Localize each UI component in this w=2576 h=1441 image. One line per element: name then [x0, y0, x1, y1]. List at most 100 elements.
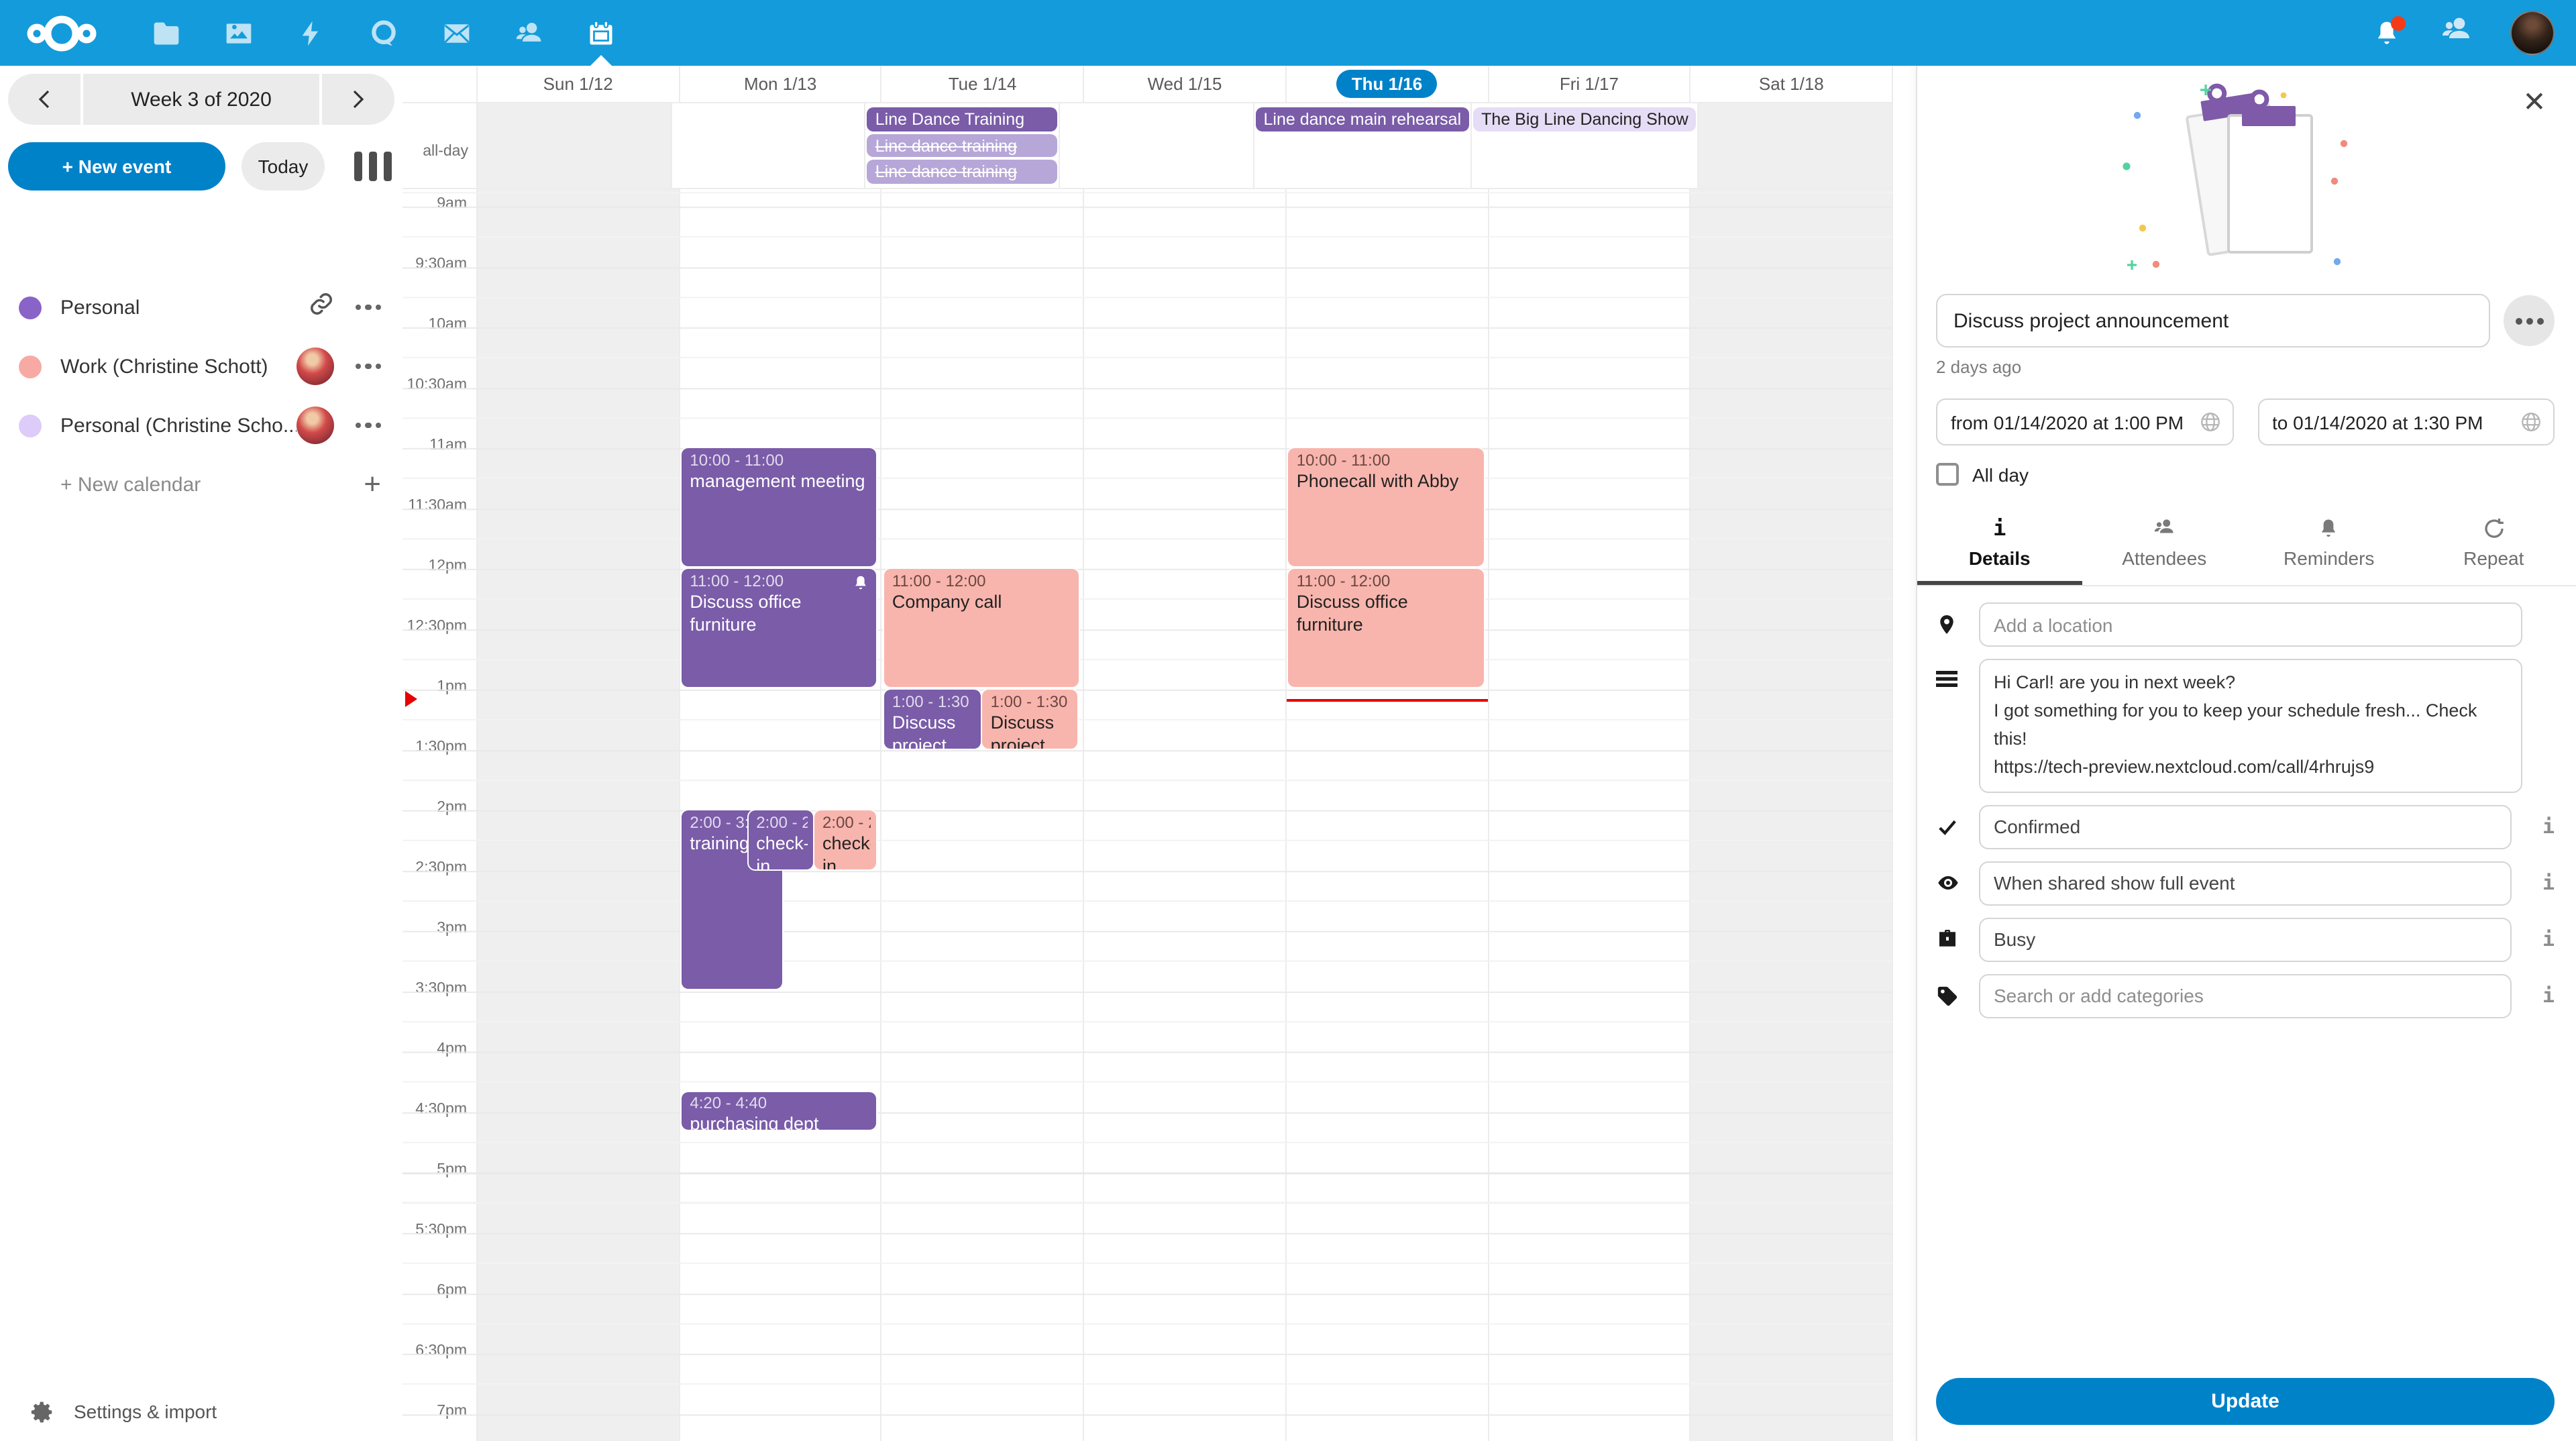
day-header-mon[interactable]: Mon 1/13: [678, 66, 880, 102]
current-time-line: [1286, 699, 1488, 702]
allday-row: all-day Line Dance Training Line dance t…: [402, 103, 1894, 189]
event-actions-menu-icon[interactable]: [2504, 295, 2555, 346]
tab-details[interactable]: i Details: [1917, 507, 2082, 585]
all-day-label: All day: [1972, 464, 2029, 485]
nextcloud-logo[interactable]: [27, 10, 97, 56]
repeat-icon: [2484, 519, 2504, 538]
notification-unread-dot: [2391, 15, 2406, 30]
day-column-fri[interactable]: [1487, 189, 1689, 1441]
start-datetime-input[interactable]: [1951, 411, 2198, 433]
status-select[interactable]: [1994, 816, 2497, 838]
today-button[interactable]: Today: [241, 142, 325, 191]
tab-reminders[interactable]: Reminders: [2247, 507, 2412, 585]
day-column-tue[interactable]: 11:00 - 12:00 Company call 1:00 - 1:30 D…: [880, 189, 1083, 1441]
allday-event[interactable]: The Big Line Dancing Show: [1473, 107, 1697, 131]
visibility-select[interactable]: [1994, 872, 2497, 894]
busy-info-icon[interactable]: i: [2542, 927, 2555, 952]
day-column-mon[interactable]: 10:00 - 11:00 management meeting 11:00 -…: [678, 189, 880, 1441]
calendar-item-work-christine[interactable]: Work (Christine Schott): [0, 337, 402, 396]
day-header-sun[interactable]: Sun 1/12: [476, 66, 678, 102]
timezone-globe-icon[interactable]: [2520, 411, 2542, 433]
categories-input[interactable]: [1994, 985, 2497, 1007]
share-link-icon[interactable]: [308, 291, 333, 323]
event-card[interactable]: 11:00 - 12:00 Discuss office furniture: [1288, 569, 1484, 687]
visibility-info-icon[interactable]: i: [2542, 871, 2555, 896]
tag-icon: [1936, 984, 1979, 1007]
activity-icon[interactable]: [295, 17, 327, 49]
event-card[interactable]: 4:20 - 4:40 purchasing dept: [682, 1092, 877, 1130]
update-button[interactable]: Update: [1936, 1378, 2555, 1425]
description-textarea[interactable]: Hi Carl! are you in next week? I got som…: [1979, 659, 2522, 793]
day-header-fri[interactable]: Fri 1/17: [1487, 66, 1689, 102]
calendar-item-personal-christine[interactable]: Personal (Christine Scho...): [0, 396, 402, 455]
close-icon[interactable]: ✕: [2522, 87, 2546, 117]
categories-info-icon[interactable]: i: [2542, 983, 2555, 1008]
day-column-sun[interactable]: [476, 189, 679, 1441]
notifications-bell-icon[interactable]: [2372, 15, 2406, 48]
allday-cell-mon[interactable]: [670, 103, 864, 188]
calendar-menu-icon[interactable]: [355, 422, 381, 429]
allday-event-cancelled[interactable]: Line dance training: [867, 134, 1058, 158]
allday-event[interactable]: Line Dance Training: [867, 107, 1058, 131]
allday-event[interactable]: Line dance main rehearsal: [1255, 107, 1470, 131]
end-datetime-input[interactable]: [2272, 411, 2520, 433]
day-column-sat[interactable]: [1689, 189, 1893, 1441]
calendar-menu-icon[interactable]: [355, 304, 381, 311]
day-column-thu[interactable]: 10:00 - 11:00 Phonecall with Abby 11:00 …: [1285, 189, 1488, 1441]
day-header-sat[interactable]: Sat 1/18: [1689, 66, 1894, 102]
allday-cell-tue[interactable]: Line Dance Training Line dance training …: [864, 103, 1059, 188]
event-card[interactable]: 2:00 - 2:30 check-in: [814, 810, 877, 869]
week-label[interactable]: Week 3 of 2020: [131, 88, 272, 111]
event-card-selected[interactable]: 1:00 - 1:30 Discuss project announcement: [883, 690, 981, 749]
end-datetime-field[interactable]: [2257, 398, 2555, 445]
calendar-menu-icon[interactable]: [355, 363, 381, 370]
allday-label: all-day: [423, 144, 468, 160]
tab-repeat[interactable]: Repeat: [2412, 507, 2576, 585]
shared-by-avatar: [296, 348, 333, 385]
mail-icon[interactable]: [440, 17, 472, 49]
calendar-icon[interactable]: [585, 17, 617, 66]
day-header-thu-today[interactable]: Thu 1/16: [1285, 66, 1487, 102]
allday-cell-thu[interactable]: Line dance main rehearsal: [1252, 103, 1471, 188]
allday-cell-sat[interactable]: [1697, 103, 1894, 188]
day-column-wed[interactable]: [1083, 189, 1285, 1441]
status-info-icon[interactable]: i: [2542, 814, 2555, 839]
view-switcher-icon[interactable]: [354, 152, 392, 181]
event-card[interactable]: 11:00 - 12:00 Discuss office furniture: [682, 569, 877, 687]
previous-week-button[interactable]: [8, 74, 83, 125]
event-title-input[interactable]: [1936, 294, 2490, 348]
event-card[interactable]: 11:00 - 12:00 Company call: [883, 569, 1079, 687]
new-calendar-button[interactable]: + New calendar +: [0, 455, 402, 514]
event-illustration: [1936, 74, 2555, 286]
next-week-button[interactable]: [319, 74, 394, 125]
event-card[interactable]: 1:00 - 1:30 Discuss project: [982, 690, 1077, 749]
event-card[interactable]: 10:00 - 11:00 Phonecall with Abby: [1288, 448, 1484, 566]
calendar-color-dot: [19, 414, 42, 437]
day-header-wed[interactable]: Wed 1/15: [1083, 66, 1285, 102]
start-datetime-field[interactable]: [1936, 398, 2233, 445]
files-icon[interactable]: [150, 17, 182, 49]
briefcase-icon: [1936, 928, 1979, 950]
contacts-menu-icon[interactable]: [2439, 13, 2473, 52]
description-row: Hi Carl! are you in next week? I got som…: [1936, 659, 2555, 793]
event-card[interactable]: 2:00 - 2:30 check-in: [748, 810, 813, 869]
top-bar-right: [2372, 11, 2555, 55]
allday-cell-wed[interactable]: [1059, 103, 1252, 188]
event-card[interactable]: 10:00 - 11:00 management meeting: [682, 448, 877, 566]
allday-event-cancelled[interactable]: Line dance training: [867, 160, 1058, 184]
new-event-button[interactable]: + New event: [8, 142, 225, 191]
tab-attendees[interactable]: Attendees: [2082, 507, 2247, 585]
calendar-item-personal[interactable]: Personal: [0, 278, 402, 337]
allday-cell-sun[interactable]: [476, 103, 671, 188]
contacts-icon[interactable]: [513, 17, 545, 49]
location-input[interactable]: [1994, 614, 2508, 635]
day-header-tue[interactable]: Tue 1/14: [880, 66, 1083, 102]
settings-import-button[interactable]: Settings & import: [0, 1382, 402, 1441]
allday-cell-fri[interactable]: The Big Line Dancing Show: [1470, 103, 1698, 188]
photos-icon[interactable]: [223, 17, 255, 49]
all-day-checkbox[interactable]: [1936, 463, 1959, 486]
user-avatar[interactable]: [2510, 11, 2555, 55]
talk-icon[interactable]: [368, 17, 400, 49]
busy-select[interactable]: [1994, 928, 2497, 951]
timezone-globe-icon[interactable]: [2198, 411, 2221, 433]
